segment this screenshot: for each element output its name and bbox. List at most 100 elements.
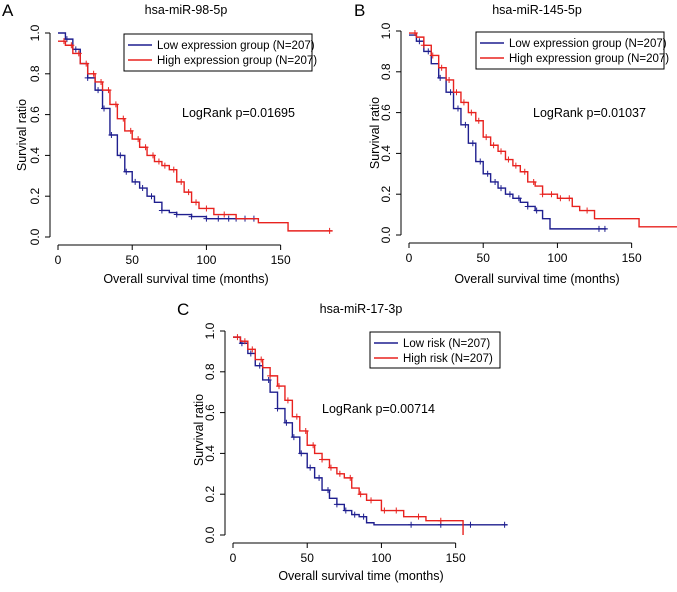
censor-mark bbox=[112, 101, 119, 108]
censor-mark bbox=[158, 207, 165, 214]
censor-mark bbox=[601, 225, 608, 232]
censor-mark bbox=[316, 474, 323, 481]
y-tick-label: 0.0 bbox=[28, 228, 42, 245]
logrank-annotation: LogRank p=0.00714 bbox=[322, 402, 435, 416]
series-high bbox=[233, 334, 464, 535]
censor-mark bbox=[351, 511, 358, 518]
censor-mark bbox=[548, 191, 555, 198]
y-tick-label: 0.6 bbox=[28, 106, 42, 123]
censor-mark bbox=[460, 99, 467, 106]
logrank-annotation: LogRank p=0.01695 bbox=[182, 106, 295, 120]
censor-mark bbox=[416, 38, 423, 45]
censor-mark bbox=[524, 203, 531, 210]
censor-mark bbox=[360, 513, 367, 520]
censor-mark bbox=[515, 195, 522, 202]
censor-mark bbox=[446, 76, 453, 83]
censor-mark bbox=[149, 152, 156, 159]
censor-mark bbox=[469, 140, 476, 147]
censor-mark bbox=[492, 178, 499, 185]
censor-mark bbox=[533, 207, 540, 214]
censor-mark bbox=[215, 215, 222, 222]
censor-mark bbox=[539, 191, 546, 198]
survival-curve bbox=[409, 34, 607, 230]
censor-mark bbox=[68, 42, 75, 49]
y-tick-label: 0.6 bbox=[379, 104, 393, 121]
censor-mark bbox=[98, 78, 105, 85]
censor-mark bbox=[484, 170, 491, 177]
x-axis-label: Overall survival time (months) bbox=[454, 272, 619, 286]
censor-mark bbox=[333, 501, 340, 508]
censor-mark bbox=[453, 89, 460, 96]
legend: Low expression group (N=207) High expres… bbox=[475, 31, 669, 70]
censor-mark bbox=[327, 464, 334, 471]
censor-mark bbox=[437, 517, 444, 524]
y-tick-label: 0.8 bbox=[203, 363, 217, 380]
censor-mark bbox=[298, 450, 305, 457]
censor-mark bbox=[142, 144, 149, 151]
censor-mark bbox=[95, 87, 102, 94]
x-tick-label: 0 bbox=[406, 251, 413, 265]
censor-mark bbox=[225, 215, 232, 222]
axes: 0 50 100 150 0.0 0.2 0.4 0.6 0.8 1.0 bbox=[28, 24, 291, 267]
x-tick-label: 50 bbox=[301, 551, 315, 565]
censor-mark bbox=[307, 464, 314, 471]
y-tick-label: 0.4 bbox=[203, 445, 217, 462]
series-high bbox=[58, 38, 333, 234]
censor-mark bbox=[75, 50, 82, 57]
legend-box bbox=[369, 331, 501, 369]
censor-mark bbox=[72, 46, 79, 53]
plot-area: 0 50 100 150 0.0 0.2 0.4 0.6 0.8 1.0 bbox=[203, 322, 508, 565]
censor-mark bbox=[117, 152, 124, 159]
censor-mark bbox=[336, 470, 343, 477]
censor-mark bbox=[462, 121, 469, 128]
censor-mark bbox=[161, 162, 168, 169]
axes: 0 50 100 150 0.0 0.2 0.4 0.6 0.8 1.0 bbox=[203, 322, 466, 565]
censor-mark bbox=[477, 158, 484, 165]
censor-mark bbox=[256, 362, 263, 369]
y-tick-label: 0.2 bbox=[379, 186, 393, 203]
x-tick-label: 50 bbox=[126, 253, 140, 267]
censor-mark bbox=[135, 136, 142, 143]
y-tick-label: 0.8 bbox=[28, 65, 42, 82]
censor-mark bbox=[123, 168, 130, 175]
censor-mark bbox=[139, 185, 146, 192]
legend-label-high: High risk (N=207) bbox=[403, 353, 493, 365]
y-tick-label: 0.4 bbox=[28, 147, 42, 164]
chart-title: hsa-miR-17-3p bbox=[320, 302, 403, 316]
censor-mark bbox=[368, 497, 375, 504]
x-axis-label: Overall survival time (months) bbox=[103, 272, 268, 286]
censor-mark bbox=[530, 178, 537, 185]
x-tick-label: 150 bbox=[271, 253, 291, 267]
censor-mark bbox=[120, 115, 127, 122]
censor-mark bbox=[447, 89, 454, 96]
chart-title: hsa-miR-145-5p bbox=[492, 3, 582, 17]
censor-mark bbox=[265, 376, 272, 383]
plot-area: 0 50 100 150 0.0 0.2 0.4 0.6 0.8 1.0 bbox=[379, 22, 677, 265]
survival-curve bbox=[233, 336, 464, 535]
y-tick-label: 0.2 bbox=[28, 188, 42, 205]
y-tick-label: 0.0 bbox=[379, 226, 393, 243]
legend-label-high: High expression group (N=207) bbox=[509, 53, 669, 65]
censor-mark bbox=[276, 383, 283, 390]
censor-mark bbox=[393, 507, 400, 514]
censor-mark bbox=[185, 189, 192, 196]
legend-label-low: Low expression group (N=207) bbox=[509, 38, 667, 50]
censor-mark bbox=[408, 521, 415, 528]
censor-mark bbox=[274, 405, 281, 412]
censor-mark bbox=[467, 521, 474, 528]
censor-mark bbox=[178, 178, 185, 185]
censor-mark bbox=[512, 162, 519, 169]
censor-mark bbox=[290, 434, 297, 441]
y-axis-label: Survival ratio bbox=[15, 99, 29, 171]
censor-mark bbox=[566, 195, 573, 202]
censor-mark bbox=[381, 507, 388, 514]
censor-mark bbox=[83, 60, 90, 67]
censor-mark bbox=[108, 132, 115, 138]
survival-curve bbox=[58, 40, 333, 232]
censor-mark bbox=[247, 350, 254, 357]
censor-mark bbox=[501, 521, 508, 528]
censor-mark bbox=[203, 205, 210, 212]
censor-mark bbox=[521, 168, 528, 175]
censor-mark bbox=[293, 413, 300, 420]
censor-mark bbox=[203, 215, 210, 222]
